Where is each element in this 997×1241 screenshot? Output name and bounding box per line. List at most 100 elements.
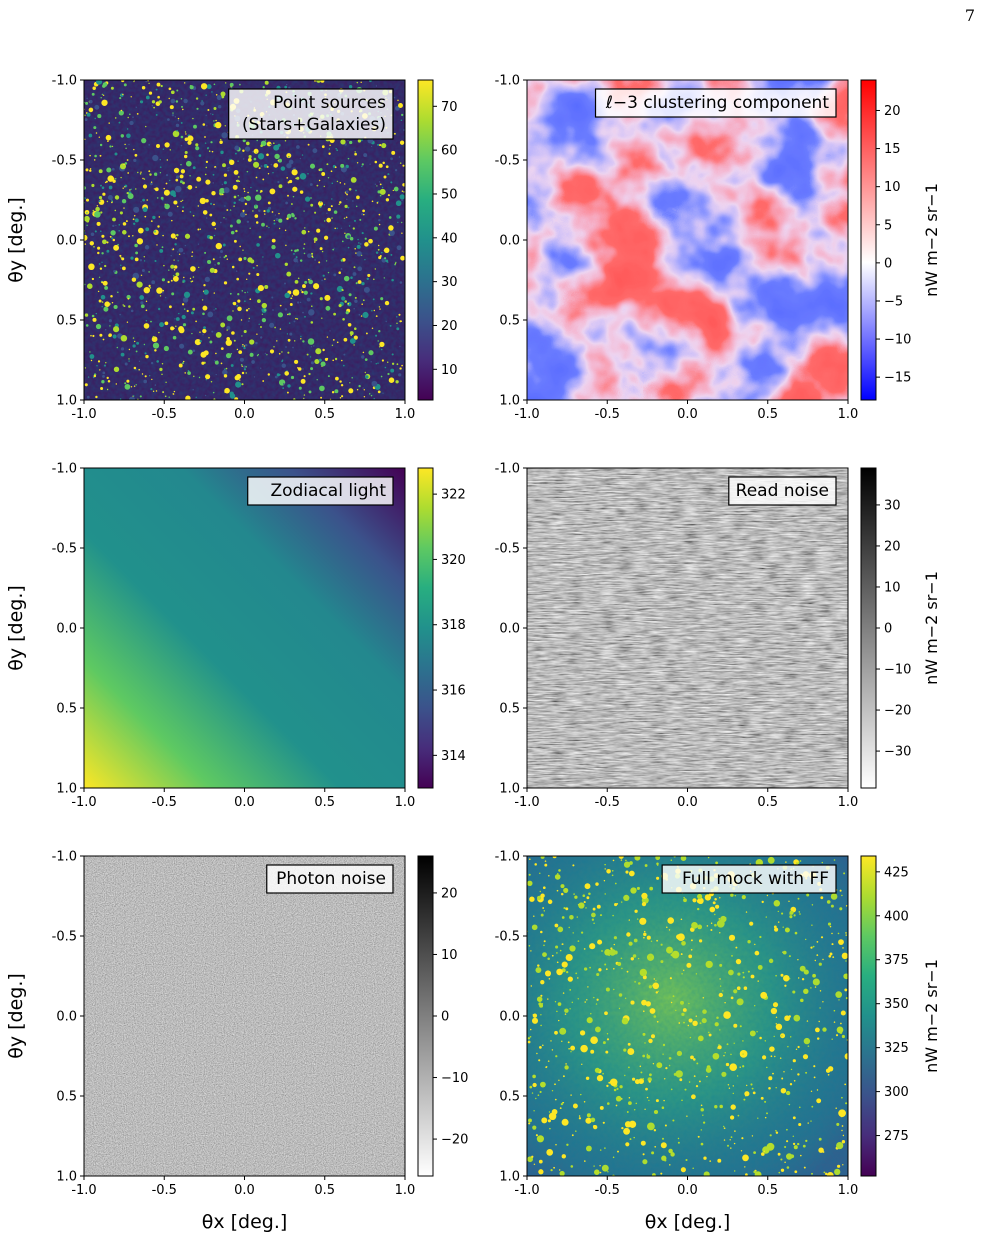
point-source <box>285 346 287 348</box>
point-source <box>533 1163 536 1166</box>
point-source <box>220 250 223 253</box>
point-source <box>784 1161 786 1164</box>
point-source <box>372 298 375 301</box>
point-source <box>374 183 377 186</box>
point-source <box>645 1087 648 1091</box>
point-source <box>343 364 345 367</box>
point-source <box>554 1083 556 1086</box>
point-source <box>829 925 832 928</box>
point-source <box>742 1040 744 1042</box>
point-source <box>261 222 265 227</box>
point-source <box>226 209 229 211</box>
point-source <box>648 953 653 958</box>
point-source <box>559 1027 567 1035</box>
point-source <box>799 860 802 862</box>
point-source <box>122 304 124 306</box>
point-source <box>103 306 109 312</box>
point-source <box>704 894 712 901</box>
point-source <box>719 978 721 980</box>
point-source <box>717 1158 722 1163</box>
point-source <box>613 968 615 970</box>
colorbar-tick-label: 375 <box>884 953 909 968</box>
point-source <box>222 163 226 168</box>
point-source <box>290 375 295 380</box>
point-source <box>793 1145 798 1150</box>
point-source <box>797 1073 800 1076</box>
point-source <box>220 150 224 155</box>
point-source <box>378 213 381 216</box>
point-source <box>318 358 322 362</box>
point-source <box>86 112 91 117</box>
point-source <box>184 137 189 142</box>
point-source <box>94 230 97 233</box>
point-source <box>184 150 188 155</box>
point-source <box>401 113 404 117</box>
point-source <box>187 184 193 190</box>
point-source <box>366 277 370 281</box>
point-source <box>173 327 175 330</box>
point-source <box>383 175 387 179</box>
point-source <box>710 929 713 931</box>
point-source <box>547 899 553 905</box>
point-source <box>164 321 169 326</box>
point-source <box>286 153 292 159</box>
point-source <box>642 1054 646 1058</box>
colorbar-tick-label: −5 <box>884 294 903 309</box>
point-source <box>226 167 229 169</box>
point-source <box>84 383 88 387</box>
point-source <box>109 145 112 148</box>
point-source <box>105 134 112 141</box>
point-source <box>148 91 153 95</box>
point-source <box>816 1089 819 1091</box>
point-source <box>559 1107 562 1110</box>
point-source <box>161 373 163 376</box>
point-source <box>766 1066 768 1069</box>
point-source <box>143 255 146 258</box>
point-source <box>677 1141 680 1144</box>
point-source <box>126 128 129 130</box>
point-source <box>301 229 307 235</box>
point-source <box>628 941 633 946</box>
point-source <box>228 159 235 166</box>
point-source <box>136 341 140 345</box>
point-source <box>742 971 745 974</box>
point-source <box>303 394 306 396</box>
point-source <box>161 363 164 365</box>
point-source <box>377 340 379 342</box>
point-source <box>297 367 299 369</box>
point-source <box>235 152 237 155</box>
point-source <box>236 348 239 351</box>
point-source <box>121 199 127 204</box>
point-source <box>395 200 402 207</box>
point-source <box>243 329 247 334</box>
point-source <box>342 318 345 321</box>
heatmap-image <box>84 468 405 788</box>
point-source <box>356 244 361 249</box>
point-source <box>111 200 114 203</box>
point-source <box>120 109 123 112</box>
point-source <box>845 934 847 936</box>
point-source <box>133 214 136 217</box>
point-source <box>359 218 362 221</box>
point-source <box>286 177 289 179</box>
point-source <box>293 253 295 255</box>
point-source <box>122 230 127 235</box>
point-source <box>697 1035 704 1042</box>
point-source <box>294 217 297 220</box>
point-source <box>334 389 339 394</box>
point-source <box>151 336 158 343</box>
point-source <box>752 1091 756 1095</box>
annotation-box <box>728 476 837 506</box>
point-source <box>822 958 824 961</box>
point-source <box>807 1045 810 1047</box>
point-source <box>811 1172 813 1175</box>
point-source <box>700 1107 704 1112</box>
point-source <box>288 159 294 165</box>
point-source <box>742 1154 749 1162</box>
point-source <box>145 125 147 128</box>
point-source <box>316 184 319 187</box>
point-source <box>220 322 226 328</box>
point-source <box>836 1122 840 1126</box>
point-source <box>742 976 745 979</box>
